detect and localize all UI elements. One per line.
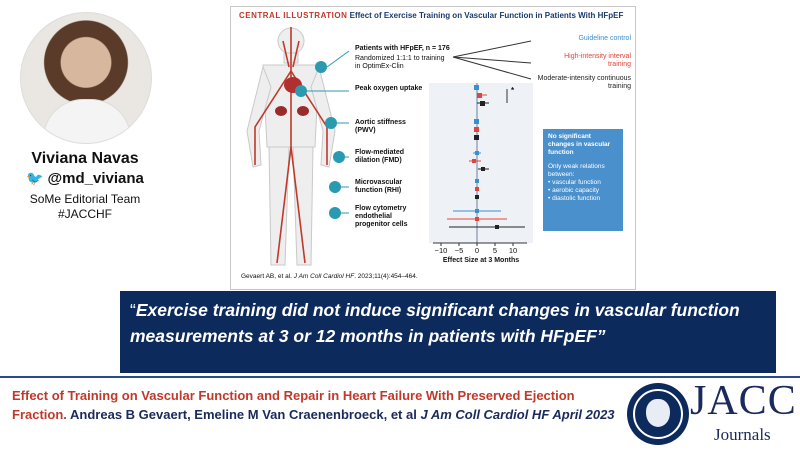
arm-moderate-intensity: Moderate-intensity continuous training — [537, 75, 631, 90]
editorial-team: SoMe Editorial Team #JACCHF — [0, 192, 170, 222]
x-tick: −10 — [434, 246, 448, 255]
illustration-label: CENTRAL ILLUSTRATION — [239, 11, 348, 20]
findings-box-item: • aerobic capacity — [548, 187, 600, 194]
footer-divider — [0, 376, 800, 378]
twitter-bird-icon: 🐦 — [26, 170, 44, 186]
x-tick: 5 — [492, 246, 498, 255]
avatar — [20, 12, 152, 144]
findings-box-intro: Only weak relations between: — [548, 163, 605, 178]
central-illustration: CENTRAL ILLUSTRATION Effect of Exercise … — [230, 6, 636, 290]
x-tick: −5 — [454, 246, 464, 255]
illustration-title: CENTRAL ILLUSTRATION Effect of Exercise … — [239, 11, 623, 20]
callout-dots — [295, 61, 345, 219]
vo2-estimates — [474, 85, 489, 106]
arm-high-intensity: High-intensity interval training — [564, 53, 631, 68]
kidney-left-icon — [275, 106, 287, 116]
randomized-line-1: Randomized 1:1:1 to training — [355, 55, 445, 62]
pwv-estimates — [474, 119, 479, 140]
x-tick: 0 — [474, 246, 480, 255]
article-journal: J Am Coll Cardiol HF April 2023 — [420, 407, 615, 422]
article-citation: Effect of Training on Vascular Function … — [12, 386, 622, 424]
randomized-line-2: in OptimEx-Clin — [355, 63, 404, 70]
x-tick: 10 — [508, 246, 518, 255]
outcome-label: Flow-mediated dilation (FMD) — [355, 149, 405, 164]
outcome-label: Flow cytometry endothelial progenitor ce… — [355, 205, 408, 228]
outcome-label: Peak oxygen uptake — [355, 85, 423, 92]
vessels — [254, 27, 328, 264]
forest-estimates — [447, 85, 525, 229]
significance-mark: * — [511, 86, 515, 95]
fmd-estimates — [469, 151, 489, 171]
reference-rest: . 2023;11(4):454–464. — [354, 273, 418, 280]
randomization-arrows — [452, 40, 532, 80]
twitter-handle[interactable]: 🐦 @md_viviana — [0, 170, 170, 187]
quote-text: Exercise training did not induce signifi… — [130, 300, 740, 346]
findings-box-item: • vascular function — [548, 179, 601, 186]
quote-open-mark: “ — [130, 300, 136, 320]
reference-authors: Gevaert AB, et al. — [241, 273, 294, 280]
journals-logo-text: Journals — [714, 425, 771, 444]
article-authors: Andreas B Gevaert, Emeline M Van Craenen… — [66, 407, 421, 422]
article-title: Effect of Training on Vascular Function … — [12, 388, 575, 422]
presenter-name: Viviana Navas — [31, 150, 139, 167]
rhi-estimates — [475, 179, 479, 199]
findings-box-item: • diastolic function — [548, 195, 601, 202]
patients-line: Patients with HFpEF, n = 176 — [355, 45, 450, 52]
reference-journal: J Am Coll Cardiol HF — [293, 273, 355, 280]
callout-lines — [307, 50, 350, 214]
kidney-right-icon — [297, 106, 309, 116]
forest-plot-panel — [429, 83, 533, 243]
illustration-title-text: Effect of Exercise Training on Vascular … — [349, 11, 624, 20]
illustration-reference: Gevaert AB, et al. J Am Coll Cardiol HF.… — [241, 273, 418, 280]
quote-banner: “Exercise training did not induce signif… — [120, 291, 776, 373]
jacc-logo-text: JACC — [690, 378, 797, 424]
findings-box-title: No significant changes in vascular funct… — [548, 133, 611, 156]
twitter-handle-text: @md_viviana — [47, 170, 144, 187]
team-line-2: #JACCHF — [57, 207, 112, 221]
x-axis-ticks — [440, 243, 514, 246]
acc-seal-logo — [627, 383, 689, 445]
illustration-graphics — [246, 27, 533, 266]
findings-box: No significant changes in vascular funct… — [543, 129, 623, 231]
arm-guideline-control: Guideline control — [578, 35, 631, 42]
outcome-label: Aortic stiffness (PWV) — [355, 119, 406, 134]
outcome-label: Microvascular function (RHI) — [355, 179, 403, 194]
x-axis-label: Effect Size at 3 Months — [442, 257, 520, 264]
team-line-1: SoMe Editorial Team — [29, 192, 141, 206]
epc-estimates — [447, 209, 525, 229]
